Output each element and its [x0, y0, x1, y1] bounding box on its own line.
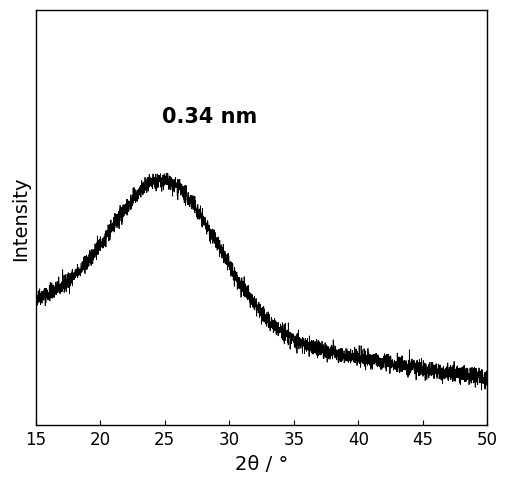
X-axis label: 2θ / °: 2θ / °: [235, 454, 288, 473]
Text: 0.34 nm: 0.34 nm: [162, 107, 258, 127]
Y-axis label: Intensity: Intensity: [11, 176, 30, 260]
